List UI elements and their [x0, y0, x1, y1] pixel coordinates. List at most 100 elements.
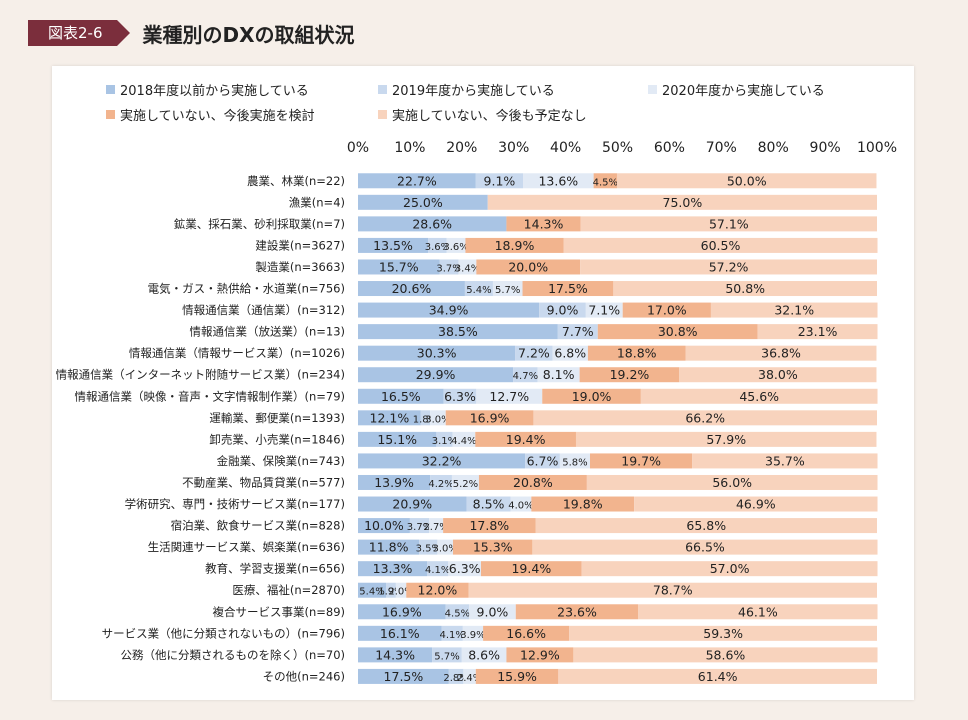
data-label: 18.9%: [495, 238, 535, 253]
data-label: 3.5%: [416, 544, 441, 555]
figure-number-badge: 図表2-6: [28, 20, 129, 46]
legend-item: 2019年度から実施している: [378, 80, 555, 99]
data-label: 16.9%: [470, 410, 510, 425]
bar-segment: [446, 237, 466, 253]
bar-segment: [506, 216, 581, 232]
data-label: 13.9%: [374, 475, 414, 490]
data-label: 3.9%: [460, 630, 485, 641]
legend-item: 2020年度から実施している: [648, 80, 825, 99]
figure-title: 業種別のDXの取組状況: [142, 22, 355, 47]
data-label: 16.5%: [381, 389, 421, 404]
category-label: 情報通信業（放送業）(n=13): [189, 325, 345, 339]
bar-segment: [463, 668, 476, 684]
bar-segment: [483, 625, 570, 641]
data-label: 14.3%: [375, 647, 415, 662]
bar-segment: [452, 539, 533, 555]
data-label: 66.5%: [685, 540, 725, 555]
data-label: 2.8%: [443, 673, 468, 684]
bar-segment: [441, 625, 463, 641]
data-label: 66.2%: [685, 410, 725, 425]
category-label: 情報通信業（インターネット附随サービス業）(n=234): [56, 368, 345, 382]
data-label: 13.6%: [538, 173, 578, 188]
data-label: 59.3%: [703, 626, 743, 641]
data-label: 3.7%: [436, 263, 461, 274]
data-label: 20.0%: [508, 259, 548, 274]
bar-segment: [358, 453, 526, 469]
bar-segment: [710, 302, 878, 318]
bar-segment: [692, 453, 878, 469]
category-label: 卸売業、小売業(n=1846): [209, 432, 345, 446]
data-label: 17.8%: [469, 518, 509, 533]
data-label: 30.8%: [658, 324, 698, 339]
data-label: 19.4%: [511, 561, 551, 576]
data-label: 17.0%: [647, 303, 687, 318]
bar-segment: [515, 604, 639, 620]
category-label: 学術研究、専門・技術サービス業(n=177): [125, 497, 345, 511]
data-label: 15.1%: [377, 432, 417, 447]
legend-swatch: [648, 85, 657, 94]
bar-segment: [563, 237, 878, 253]
data-label: 12.7%: [489, 389, 529, 404]
bar-segment: [358, 302, 540, 318]
bar-segment: [465, 237, 564, 253]
bar-segment: [580, 259, 877, 275]
bar-segment: [358, 259, 440, 275]
bar-segment: [475, 173, 524, 189]
bar-segment: [525, 453, 560, 469]
category-label: サービス業（他に分類されないもの）(n=796): [102, 626, 345, 640]
bar-segment: [522, 281, 614, 297]
data-label: 4.5%: [445, 608, 470, 619]
data-label: 57.1%: [709, 216, 749, 231]
bar-segment: [439, 259, 459, 275]
data-label: 38.5%: [438, 324, 478, 339]
data-label: 13.5%: [373, 238, 413, 253]
data-label: 32.2%: [422, 453, 462, 468]
bar-segment: [358, 604, 446, 620]
category-label: 教育、学習支援業(n=656): [205, 562, 345, 576]
data-label: 32.1%: [774, 303, 814, 318]
legend-label: 実施していない、今後も予定なし: [392, 109, 587, 124]
category-label: 製造業(n=3663): [255, 260, 345, 274]
data-label: 28.6%: [412, 216, 452, 231]
bar-segment: [358, 561, 428, 577]
category-label: 農業、林業(n=22): [247, 174, 345, 188]
data-label: 9.1%: [484, 173, 516, 188]
bar-segment: [573, 647, 878, 663]
category-label: 不動産業、物品賃貸業(n=577): [182, 475, 345, 489]
data-label: 4.1%: [425, 565, 450, 576]
bar-segment: [419, 539, 438, 555]
bar-segment: [358, 431, 437, 447]
data-label: 57.2%: [709, 259, 749, 274]
legend-item: 2018年度以前から実施している: [106, 80, 309, 99]
category-label: 複合サービス事業(n=89): [212, 605, 345, 619]
bar-segment: [510, 496, 532, 512]
bar-segment: [358, 216, 507, 232]
data-label: 36.8%: [761, 346, 801, 361]
data-label: 13.3%: [373, 561, 413, 576]
data-label: 46.9%: [736, 497, 776, 512]
bar-segment: [558, 668, 877, 684]
category-label: 情報通信業（映像・音声・文字情報制作業）(n=79): [74, 389, 345, 403]
bar-segment: [586, 474, 878, 490]
data-label: 5.4%: [466, 285, 491, 296]
data-label: 19.2%: [610, 367, 650, 382]
data-label: 4.0%: [508, 501, 533, 512]
data-label: 2.7%: [423, 522, 448, 533]
category-label: 医療、福祉(n=2870): [232, 583, 345, 597]
x-tick-label: 10%: [394, 140, 425, 156]
data-label: 6.7%: [527, 453, 559, 468]
data-label: 11.8%: [369, 540, 409, 555]
bar-segment: [569, 625, 877, 641]
data-label: 1.9%: [378, 587, 403, 598]
data-label: 18.8%: [617, 346, 657, 361]
data-label: 3.6%: [443, 242, 468, 253]
data-label: 30.3%: [417, 346, 457, 361]
data-label: 15.3%: [473, 540, 513, 555]
bar-segment: [358, 668, 449, 684]
bar-segment: [492, 281, 523, 297]
bar-segment: [445, 410, 534, 426]
data-label: 16.1%: [380, 626, 420, 641]
bar-segment: [597, 324, 758, 340]
data-label: 9.0%: [547, 303, 579, 318]
category-label: 鉱業、採石業、砂利採取業(n=7): [174, 217, 345, 231]
